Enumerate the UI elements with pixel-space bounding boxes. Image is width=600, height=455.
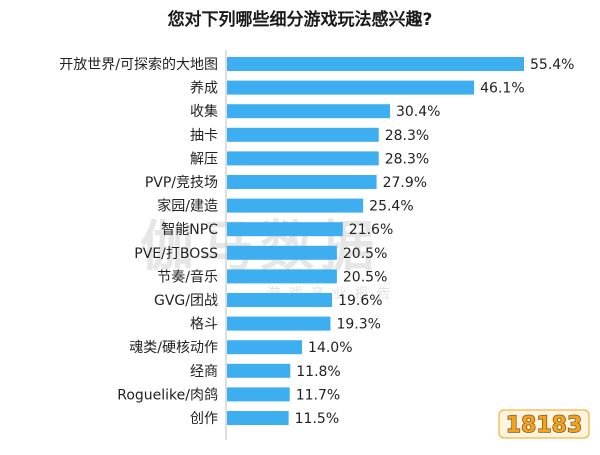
value-label: 19.3%: [336, 317, 380, 333]
category-label: 节奏/音乐: [157, 268, 218, 285]
bar: [227, 293, 333, 307]
value-label: 14.0%: [308, 340, 352, 356]
bar: [227, 127, 379, 142]
bar: [227, 316, 331, 331]
category-label: 抽卡: [190, 128, 218, 144]
value-label: 20.5%: [343, 246, 387, 262]
value-label: 28.3%: [385, 128, 429, 144]
category-label: PVP/竞技场: [145, 174, 218, 191]
value-label: 25.4%: [369, 199, 413, 215]
category-label: PVE/打BOSS: [134, 245, 218, 262]
value-label: 30.4%: [396, 104, 440, 120]
category-label: 家园/建造: [157, 198, 218, 215]
bar: [227, 80, 475, 95]
bar: [227, 363, 291, 378]
value-label: 21.6%: [349, 222, 393, 238]
logo-badge: [498, 409, 590, 439]
bar: [227, 104, 390, 119]
bar: [227, 411, 289, 425]
value-label: 11.7%: [296, 387, 340, 403]
bar: [227, 57, 524, 71]
category-label: GVG/团战: [154, 293, 218, 309]
category-label: 收集: [190, 103, 218, 120]
category-label: 经商: [190, 364, 218, 380]
bar: [227, 340, 303, 355]
category-label: 格斗: [190, 317, 218, 333]
category-label: 开放世界/可探索的大地图: [59, 56, 218, 73]
value-label: 55.4%: [530, 57, 574, 73]
logo-text: 18183: [506, 413, 583, 438]
value-label: 28.3%: [385, 151, 429, 167]
bars-group: 开放世界/可探索的大地图 55.4% 养成 46.1% 收集 30.4% 抽卡 28.3% 解压…: [59, 56, 574, 427]
category-label: Roguelike/肉鸽: [117, 386, 218, 403]
bar: [227, 269, 337, 284]
bar: [227, 175, 377, 189]
category-label: 养成: [190, 81, 218, 97]
bar: [227, 387, 290, 402]
category-label: 创作: [190, 411, 218, 427]
category-label: 解压: [190, 151, 218, 167]
value-label: 20.5%: [343, 269, 387, 285]
value-label: 19.6%: [338, 293, 382, 309]
brand-logo: 18183: [498, 409, 590, 439]
value-label: 46.1%: [480, 81, 524, 97]
bar: [227, 222, 343, 237]
bar: [227, 198, 364, 213]
chart-title: 您对下列哪些细分游戏玩法感兴趣?: [168, 9, 433, 30]
value-label: 11.8%: [296, 364, 340, 380]
bar: [227, 151, 379, 166]
bar: [227, 245, 337, 260]
value-label: 27.9%: [383, 175, 427, 191]
value-label: 11.5%: [295, 411, 339, 427]
category-label: 魂类/硬核动作: [129, 340, 218, 356]
category-label: 智能NPC: [161, 222, 218, 238]
